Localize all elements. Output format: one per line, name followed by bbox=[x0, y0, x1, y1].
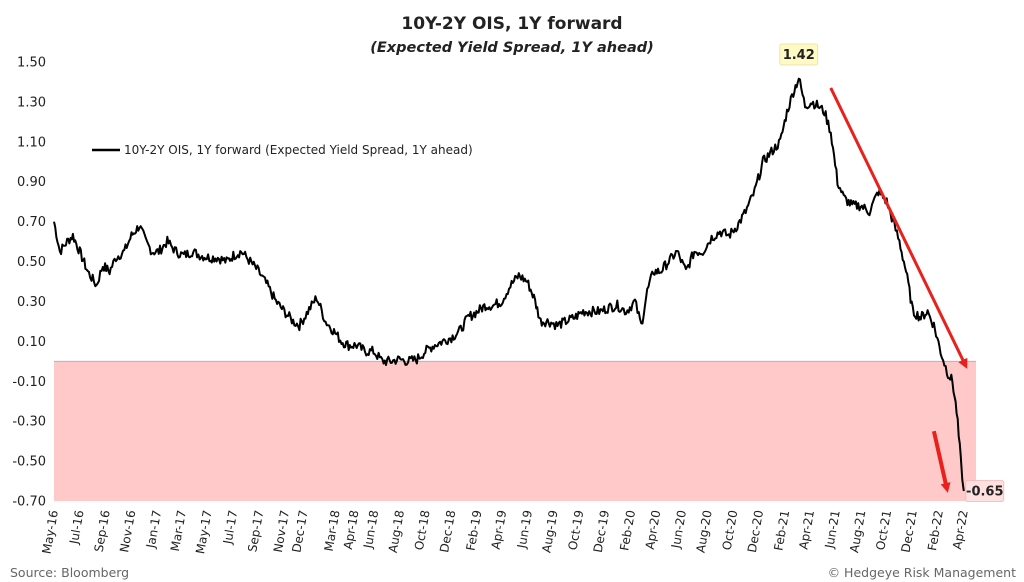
annotation-label: 1.42 bbox=[783, 48, 815, 63]
x-tick-label: May-17 bbox=[193, 509, 214, 555]
x-tick-label: Mar-17 bbox=[168, 509, 189, 552]
x-tick-label: Jun-20 bbox=[668, 509, 689, 550]
y-tick-label: 0.90 bbox=[17, 175, 46, 190]
y-tick-label: 1.10 bbox=[17, 135, 46, 150]
copyright-note: © Hedgeye Risk Management bbox=[828, 565, 1017, 580]
trend-arrow-main bbox=[829, 87, 968, 369]
annotation-box bbox=[779, 43, 819, 66]
x-axis: May-16 Jul-16 Sep-16 Nov-16 Jan-17 Mar-17 May-… bbox=[39, 509, 970, 555]
y-tick-label: -0.50 bbox=[12, 455, 46, 470]
x-tick-label: Oct-18 bbox=[412, 509, 433, 551]
x-tick-label: Oct-19 bbox=[566, 509, 587, 551]
x-tick-label: Apr-20 bbox=[643, 509, 664, 550]
y-tick-label: -0.70 bbox=[12, 495, 46, 510]
x-tick-label: Apr-18 bbox=[341, 509, 362, 550]
x-tick-label: Nov-17 bbox=[271, 509, 292, 553]
y-tick-label: -0.30 bbox=[12, 415, 46, 430]
y-tick-label: 0.50 bbox=[17, 255, 46, 270]
x-tick-label: Nov-16 bbox=[117, 509, 138, 553]
x-tick-label: Jan-17 bbox=[144, 509, 165, 550]
x-tick-label: Mar-18 bbox=[322, 509, 343, 552]
annotation-box bbox=[965, 480, 1005, 502]
x-tick-label: Apr-21 bbox=[796, 509, 817, 550]
x-tick-label: Dec-17 bbox=[289, 509, 310, 554]
x-tick-label: Feb-21 bbox=[771, 509, 792, 552]
x-tick-label: Dec-19 bbox=[591, 509, 612, 554]
x-tick-label: Feb-19 bbox=[464, 509, 485, 552]
x-tick-label: Feb-20 bbox=[617, 509, 638, 552]
x-tick-label: Oct-20 bbox=[720, 509, 741, 551]
y-tick-label: 0.70 bbox=[17, 215, 46, 230]
x-tick-label: Aug-21 bbox=[847, 509, 868, 554]
annotations: 1.42 -0.65 bbox=[779, 43, 1005, 502]
x-tick-label: Sep-17 bbox=[245, 509, 266, 553]
x-tick-label: Dec-20 bbox=[745, 509, 766, 554]
x-tick-label: Jul-17 bbox=[220, 509, 240, 546]
negative-region-shading bbox=[54, 361, 976, 501]
source-note: Source: Bloomberg bbox=[10, 565, 129, 580]
x-tick-label: Dec-18 bbox=[437, 509, 458, 554]
legend: 10Y-2Y OIS, 1Y forward (Expected Yield S… bbox=[92, 143, 473, 157]
y-tick-label: 0.10 bbox=[17, 335, 46, 350]
x-tick-label: Oct-21 bbox=[873, 509, 894, 551]
y-tick-label: -0.10 bbox=[12, 375, 46, 390]
x-tick-label: Jun-21 bbox=[822, 509, 843, 550]
chart-subtitle: (Expected Yield Spread, 1Y ahead) bbox=[370, 40, 654, 56]
x-tick-label: Jul-16 bbox=[67, 509, 87, 546]
x-tick-label: Sep-16 bbox=[92, 509, 113, 553]
annotation-label: -0.65 bbox=[966, 485, 1003, 500]
x-tick-label: Dec-21 bbox=[899, 509, 920, 554]
x-tick-label: Apr-19 bbox=[489, 509, 510, 550]
y-axis: 1.50 1.30 1.10 0.90 0.70 0.50 0.30 0.10 -0.10 -0.… bbox=[12, 56, 46, 510]
trend-arrow-short bbox=[931, 430, 951, 493]
x-tick-label: Feb-22 bbox=[925, 509, 946, 552]
x-tick-label: Aug-20 bbox=[694, 509, 715, 554]
x-tick-label: Aug-19 bbox=[539, 509, 560, 554]
x-tick-label: Apr-22 bbox=[950, 509, 971, 550]
x-tick-label: Jun-19 bbox=[514, 509, 535, 550]
chart-title: 10Y-2Y OIS, 1Y forward bbox=[401, 14, 622, 34]
series-line bbox=[53, 77, 965, 492]
x-tick-label: Jun-18 bbox=[361, 509, 382, 550]
y-tick-label: 1.50 bbox=[17, 56, 46, 71]
legend-label: 10Y-2Y OIS, 1Y forward (Expected Yield S… bbox=[124, 143, 473, 157]
x-tick-label: Aug-18 bbox=[386, 509, 407, 554]
y-tick-label: 1.30 bbox=[17, 95, 46, 110]
x-tick-label: May-16 bbox=[39, 509, 60, 555]
y-tick-label: 0.30 bbox=[17, 295, 46, 310]
